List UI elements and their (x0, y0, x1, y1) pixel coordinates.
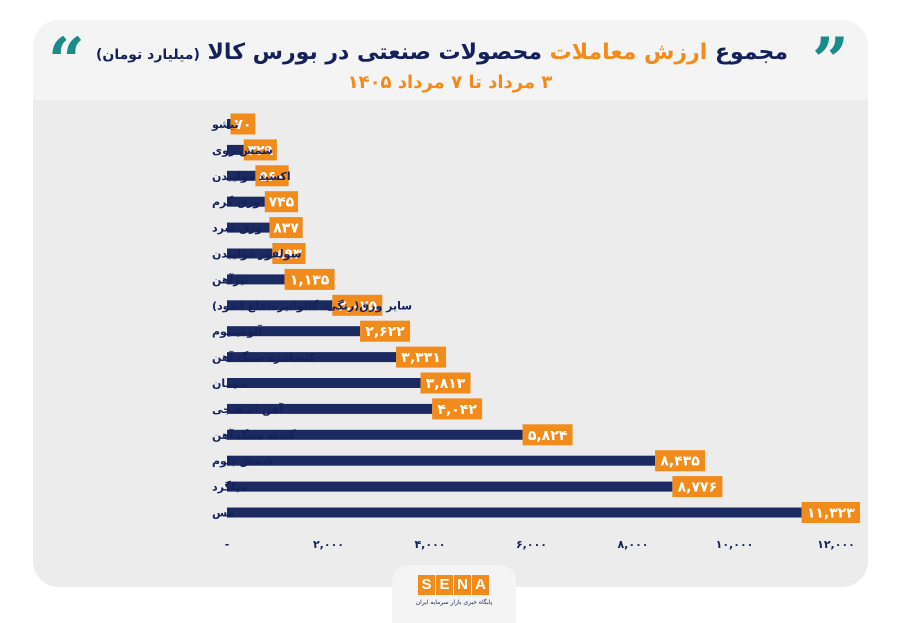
header-panel (33, 20, 868, 100)
logo-letter: S (418, 575, 435, 595)
data-label: ۲,۶۲۲ (365, 324, 405, 340)
category-label: تیرآهن (212, 272, 249, 286)
bar (227, 403, 433, 414)
data-label: ۸۳۷ (273, 221, 299, 237)
x-tick-label: ۲,۰۰۰ (313, 538, 344, 551)
data-label-box (396, 346, 447, 368)
bar (227, 455, 656, 466)
sena-logo: S E N A پایگاه خبری بازار سرمایه ایران (392, 565, 516, 623)
category-label: شمش روی (212, 144, 273, 157)
category-label: سولفور مولیبدن (212, 248, 301, 261)
quote-right-icon: ” (812, 24, 849, 99)
category-label: ورق سرد (212, 222, 262, 235)
data-label-box (255, 165, 289, 187)
category-label: اکسید مولیبدن (212, 170, 291, 183)
chart-subtitle: ۳ مرداد تا ۷ مرداد ۱۴۰۵ (347, 72, 553, 93)
data-label: ۸۹۳ (276, 247, 302, 263)
category-label: سایر ورق(رنگی، گالوانیزه،قلع اندود) (212, 299, 412, 312)
category-label: آهن اسفنجی (212, 402, 283, 416)
bar (227, 378, 421, 388)
logo-letter: N (454, 575, 471, 595)
data-label: ۷۴۵ (269, 195, 295, 211)
data-label: ۸,۴۳۵ (660, 454, 700, 470)
logo-letters: S E N A (418, 575, 490, 595)
bar (227, 274, 285, 285)
data-label-box (420, 372, 471, 394)
data-label: ۵۶۰ (259, 169, 285, 185)
quote-left-icon: “ (48, 24, 85, 99)
data-label-box (360, 320, 411, 342)
data-label-box (522, 424, 573, 446)
bar (227, 481, 673, 492)
data-label: ۳,۸۱۳ (426, 376, 466, 392)
title-part3: محصولات صنعتی در بورس کالا (207, 40, 542, 65)
category-label: ورق گرم (212, 196, 260, 209)
data-label: ۷۰ (234, 117, 251, 133)
data-label-box (801, 502, 861, 523)
chart-title: مجموع ارزش معاملات محصولات صنعتی در بورس… (96, 40, 788, 65)
data-label: ۵,۸۲۴ (528, 428, 568, 444)
chart-card (33, 20, 868, 587)
data-label-box (672, 476, 723, 498)
category-label: تیشو (211, 118, 239, 131)
bar (227, 248, 273, 259)
data-label: ۲,۰۷۵ (338, 298, 378, 314)
data-label: ۱۱,۳۲۳ (807, 506, 855, 522)
x-tick-label: ۶,۰۰۰ (516, 538, 547, 551)
data-label-box (432, 398, 483, 420)
bar (227, 196, 265, 207)
bar (227, 170, 256, 181)
bar (227, 507, 802, 518)
category-label: شمش بلوم (212, 455, 273, 468)
category-label: گندله سنگ آهن (212, 428, 296, 442)
bar (227, 429, 523, 440)
x-tick-label: ۱۰,۰۰۰ (716, 538, 754, 551)
data-label-box (284, 268, 335, 290)
data-label: ۳,۳۳۱ (401, 350, 441, 366)
data-label: ۱,۱۳۵ (290, 272, 330, 288)
data-label: ۸,۷۷۶ (678, 480, 718, 496)
logo-letter: E (436, 575, 453, 595)
x-tick-label: ۱۲,۰۰۰ (817, 538, 855, 551)
bar (227, 144, 244, 155)
data-label-box (269, 217, 303, 239)
data-label-box (332, 294, 383, 316)
bar (227, 300, 333, 311)
data-label-box (243, 139, 277, 161)
title-part2: ارزش معاملات (549, 40, 708, 65)
logo-tagline: پایگاه خبری بازار سرمایه ایران (415, 599, 493, 606)
bar (227, 222, 270, 233)
category-label: مس (212, 507, 234, 520)
data-label-box (655, 450, 706, 472)
x-tick-label: ۴,۰۰۰ (414, 538, 445, 551)
x-tick-label: ۸,۰۰۰ (617, 538, 648, 551)
data-label: ۳۲۹ (247, 143, 273, 159)
data-label-box (264, 191, 299, 213)
category-label: کنسانتره سنگ آهن (212, 350, 316, 364)
bar (227, 119, 231, 129)
title-part1: مجموع (714, 40, 788, 65)
bar (227, 352, 397, 363)
category-label: میلگرد (212, 481, 247, 494)
data-label: ۴,۰۴۲ (437, 402, 477, 418)
x-tick-label: - (225, 538, 230, 551)
title-unit: (میلیارد تومان) (95, 47, 200, 63)
category-label: آلومینیوم (212, 324, 262, 338)
bar (227, 326, 361, 337)
logo-letter: A (472, 575, 489, 595)
data-label-box (230, 113, 256, 135)
category-label: سیمان (212, 377, 248, 390)
data-label-box (272, 243, 306, 264)
